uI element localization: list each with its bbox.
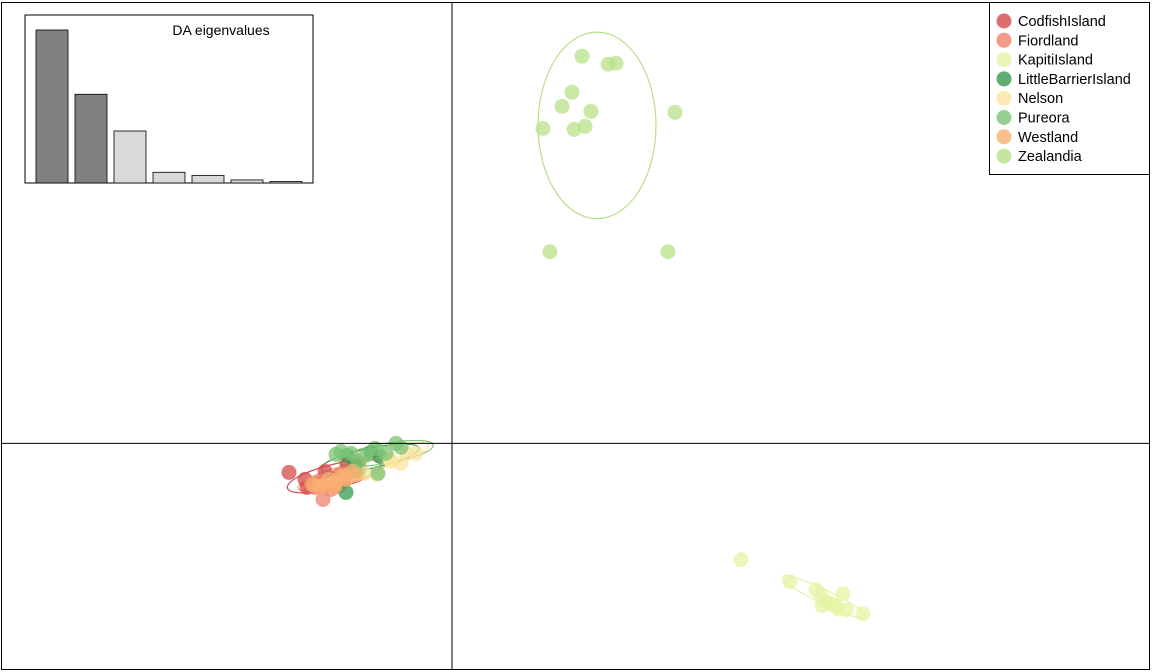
point-pureora — [393, 439, 409, 455]
legend-label-kapitiisland: KapitiIsland — [1018, 53, 1093, 69]
legend-label-littlebarrierisland: LittleBarrierIsland — [1018, 72, 1131, 88]
point-littlebarrierisland — [338, 484, 354, 500]
point-pureora — [370, 465, 386, 481]
inset-title: DA eigenvalues — [172, 22, 269, 38]
legend-label-zealandia: Zealandia — [1018, 149, 1083, 165]
legend-swatch-nelson — [996, 90, 1012, 106]
point-zealandia — [577, 118, 593, 134]
legend-swatch-zealandia — [996, 148, 1012, 164]
point-zealandia — [535, 120, 551, 136]
legend-label-pureora: Pureora — [1018, 111, 1071, 127]
point-pureora — [378, 445, 394, 461]
point-kapitiisland — [830, 601, 846, 617]
point-westland — [336, 467, 352, 483]
legend-label-codfishisland: CodfishIsland — [1018, 14, 1106, 30]
point-zealandia — [667, 104, 683, 120]
point-zealandia — [564, 84, 580, 100]
point-zealandia — [554, 98, 570, 114]
legend: CodfishIsland Fiordland KapitiIsland Little… — [989, 2, 1150, 175]
point-kapitiisland — [733, 552, 749, 568]
legend-label-westland: Westland — [1018, 130, 1078, 146]
legend-swatch-codfishisland — [996, 13, 1012, 29]
eigenvalues-inset: DA eigenvalues — [24, 14, 314, 184]
point-zealandia — [583, 103, 599, 119]
eigenvalue-bar — [113, 130, 147, 184]
point-westland — [327, 478, 343, 494]
point-kapitiisland — [835, 586, 851, 602]
inset-bars — [35, 29, 303, 184]
point-pureora — [328, 446, 344, 462]
legend-swatch-pureora — [996, 110, 1012, 125]
point-layer — [281, 48, 871, 622]
eigenvalue-bar — [35, 29, 69, 184]
legend-swatch-fiordland — [996, 32, 1012, 48]
point-zealandia — [574, 48, 590, 64]
point-westland — [311, 478, 327, 494]
eigenvalue-bar — [191, 174, 225, 184]
point-zealandia — [542, 244, 558, 260]
point-kapitiisland — [855, 606, 871, 622]
eigenvalue-bar — [230, 179, 264, 184]
legend-swatch-kapitiisland — [996, 52, 1012, 68]
legend-swatch-westland — [996, 129, 1012, 145]
point-zealandia — [608, 55, 624, 71]
legend-label-fiordland: Fiordland — [1018, 33, 1078, 49]
legend-swatch-littlebarrierisland — [996, 71, 1012, 87]
inset-frame — [24, 14, 314, 184]
eigenvalue-bar — [269, 181, 303, 184]
point-kapitiisland — [782, 574, 798, 590]
point-zealandia — [660, 244, 676, 260]
legend-frame — [989, 2, 1150, 175]
point-codfishisland — [281, 464, 297, 480]
legend-items: CodfishIsland Fiordland KapitiIsland Little… — [996, 13, 1131, 165]
point-fiordland — [315, 491, 331, 507]
eigenvalue-bar — [152, 171, 186, 184]
eigenvalue-bar — [74, 93, 108, 184]
legend-label-nelson: Nelson — [1018, 91, 1063, 107]
